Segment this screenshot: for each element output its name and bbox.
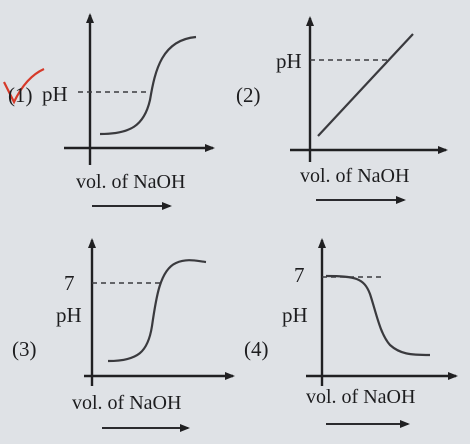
y-axis-label: pH [282,303,308,327]
x-axis-label: vol. of NaOH [76,171,185,193]
graph-option-1[interactable]: (1) pH vol. of NaOH [3,13,215,210]
option-number: (2) [236,83,261,107]
y-axis-label: pH [42,82,68,106]
titration-curve [317,33,414,137]
graph-option-4[interactable]: 7 pH (4) vol. of NaOH [244,238,458,428]
y-axis-label: pH [276,49,302,73]
y-axis-tick-label: 7 [64,271,75,295]
titration-curve [325,274,431,357]
checkmark-icon [3,67,45,105]
option-number: (3) [12,337,37,361]
option-number: (4) [244,337,269,361]
x-axis-label: vol. of NaOH [306,386,415,408]
titration-curve [107,259,207,363]
option-number: (1) [8,83,33,107]
graph-option-3[interactable]: 7 pH (3) vol. of NaOH [12,238,235,432]
y-axis-label: pH [56,303,82,327]
titration-curve [99,35,197,136]
x-axis-label: vol. of NaOH [72,392,181,414]
y-axis-tick-label: 7 [294,263,305,287]
graph-option-2[interactable]: pH (2) vol. of NaOH [236,16,448,204]
x-axis-label: vol. of NaOH [300,165,409,187]
